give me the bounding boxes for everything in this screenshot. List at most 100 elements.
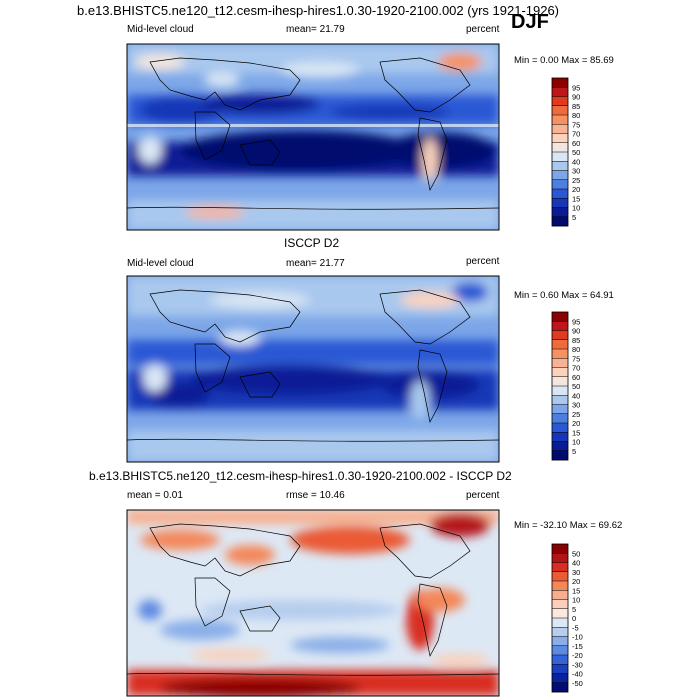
- colorbar-swatch: [552, 618, 568, 628]
- panel2-title: ISCCP D2: [284, 236, 340, 250]
- colorbar-swatch: [552, 152, 568, 162]
- colorbar-label: -50: [572, 679, 583, 688]
- colorbar-swatch: [552, 78, 568, 88]
- colorbar-label: 85: [572, 336, 580, 345]
- colorbar-swatch: [552, 404, 568, 415]
- colorbar-label: 75: [572, 120, 580, 129]
- colorbar-label: 30: [572, 401, 580, 410]
- colorbar-swatch: [552, 553, 568, 563]
- panel2-units-label: percent: [466, 256, 500, 267]
- colorbar-label: 70: [572, 130, 580, 139]
- colorbar-swatch: [552, 636, 568, 647]
- colorbar-swatch: [552, 544, 568, 554]
- colorbar-label: 40: [572, 559, 580, 568]
- colorbar-label: 10: [572, 204, 580, 213]
- colorbar-label: -15: [572, 642, 583, 651]
- colorbar-swatch: [552, 655, 568, 665]
- colorbar-swatch: [552, 608, 568, 619]
- colorbar-swatch: [552, 395, 568, 405]
- colorbar-label: 70: [572, 364, 580, 373]
- colorbar-swatch: [552, 423, 568, 433]
- colorbar-swatch: [552, 87, 568, 97]
- colorbar-label: 10: [572, 438, 580, 447]
- panel3-rmse-label: rmse = 10.46: [286, 490, 345, 501]
- colorbar-label: 90: [572, 93, 580, 102]
- panel3-map: [127, 510, 499, 696]
- panel1-frame: [126, 43, 500, 231]
- colorbar-swatch: [552, 571, 568, 582]
- colorbar-swatch: [552, 367, 568, 378]
- colorbar-swatch: [552, 312, 568, 322]
- colorbar-label: 20: [572, 419, 580, 428]
- colorbar-swatch: [552, 441, 568, 452]
- colorbar-swatch: [552, 115, 568, 125]
- panel1-mean-label: mean= 21.79: [286, 24, 345, 35]
- colorbar-swatch: [552, 216, 568, 227]
- colorbar-label: 50: [572, 549, 580, 558]
- colorbar-swatch: [552, 376, 568, 387]
- colorbar-label: 50: [572, 148, 580, 157]
- colorbar-label: 60: [572, 139, 580, 148]
- panel3-title: b.e13.BHISTC5.ne120_t12.cesm-ihesp-hires…: [89, 469, 512, 483]
- colorbar-label: 40: [572, 157, 580, 166]
- panel1-map: [127, 44, 499, 230]
- panel2-left-label: Mid-level cloud: [127, 258, 194, 269]
- panel3-mean-label: mean = 0.01: [127, 490, 183, 501]
- colorbar-swatch: [552, 161, 568, 171]
- colorbar-swatch: [552, 339, 568, 350]
- colorbar-label: 40: [572, 391, 580, 400]
- colorbar-swatch: [552, 673, 568, 684]
- colorbar-swatch: [552, 170, 568, 181]
- colorbar-swatch: [552, 664, 568, 674]
- panel3-minmax: Min = -32.10 Max = 69.62: [514, 520, 623, 531]
- colorbar-swatch: [552, 386, 568, 396]
- colorbar-swatch: [552, 179, 568, 190]
- colorbar-swatch: [552, 358, 568, 368]
- coastlines: [126, 57, 500, 676]
- colorbar-label: -5: [572, 623, 579, 632]
- colorbars: 9590858075706050403025201510595908580757…: [551, 77, 583, 693]
- colorbar-label: 80: [572, 111, 580, 120]
- panel1-left-label: Mid-level cloud: [127, 24, 194, 35]
- colorbar-swatch: [552, 682, 568, 693]
- panel3-frame: [126, 509, 500, 697]
- colorbar-swatch: [552, 349, 568, 359]
- colorbar-swatch: [552, 96, 568, 107]
- colorbar-label: 15: [572, 194, 580, 203]
- panel2-frame: [126, 275, 500, 463]
- colorbar-label: -10: [572, 633, 583, 642]
- colorbar-swatch: [552, 189, 568, 199]
- colorbar-label: 20: [572, 185, 580, 194]
- colorbar-label: 15: [572, 586, 580, 595]
- panel2-minmax: Min = 0.60 Max = 64.91: [514, 290, 614, 301]
- panel3-coastlines: [126, 523, 500, 676]
- panel1-minmax: Min = 0.00 Max = 85.69: [514, 55, 614, 66]
- colorbar-label: -20: [572, 651, 583, 660]
- main-title: b.e13.BHISTC5.ne120_t12.cesm-ihesp-hires…: [77, 3, 560, 18]
- colorbar-swatch: [552, 133, 568, 144]
- colorbar-swatch: [552, 142, 568, 153]
- colorbar-swatch: [552, 198, 568, 208]
- season-label: DJF: [511, 11, 549, 33]
- colorbar-label: 95: [572, 83, 580, 92]
- panel2-mean-label: mean= 21.77: [286, 258, 345, 269]
- colorbar-label: 30: [572, 568, 580, 577]
- panel3-units-label: percent: [466, 490, 500, 501]
- colorbar-swatch: [552, 207, 568, 218]
- colorbar-label: 0: [572, 614, 576, 623]
- colorbar-label: -40: [572, 670, 583, 679]
- colorbar-swatch: [552, 645, 568, 656]
- colorbar-label: 20: [572, 577, 580, 586]
- panel1-coastlines: [126, 57, 500, 210]
- colorbar-label: 25: [572, 176, 580, 185]
- colorbar-swatch: [552, 124, 568, 134]
- colorbar-label: 60: [572, 373, 580, 382]
- colorbar-swatch: [552, 562, 568, 573]
- colorbar-label: 10: [572, 596, 580, 605]
- colorbar-label: 5: [572, 605, 576, 614]
- panel2-map: [127, 276, 499, 462]
